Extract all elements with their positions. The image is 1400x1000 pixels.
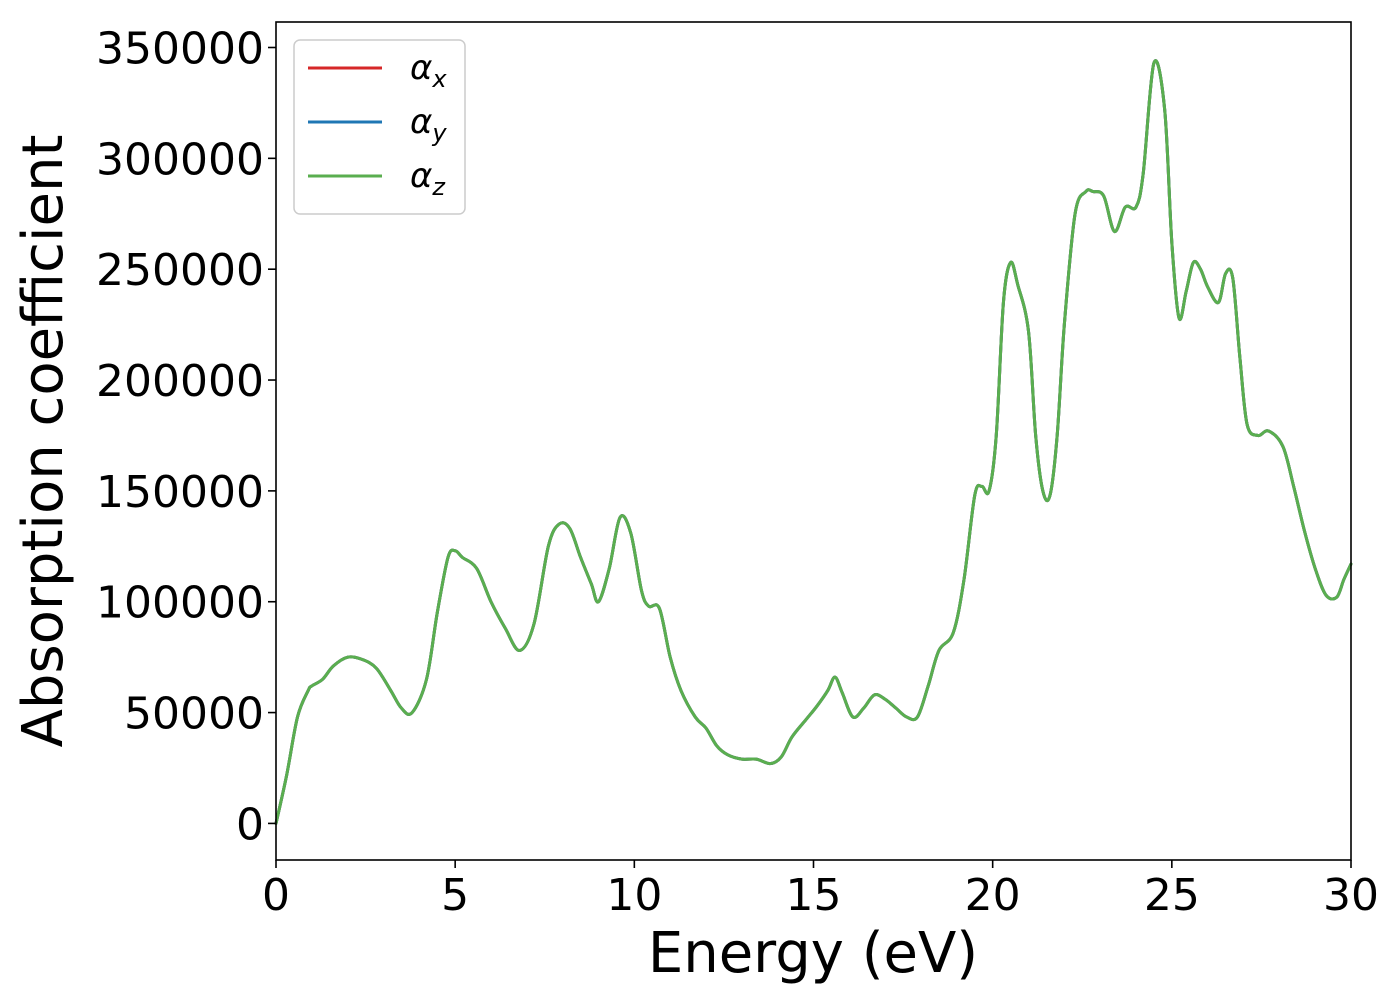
series-layer xyxy=(274,59,1353,825)
y-tick-label: 250000 xyxy=(96,245,264,296)
y-tick-label: 200000 xyxy=(96,356,264,407)
x-tick-label: 25 xyxy=(1144,870,1200,921)
x-tick-label: 5 xyxy=(441,870,469,921)
y-tick-label: 350000 xyxy=(96,23,264,74)
x-tick-label: 10 xyxy=(606,870,662,921)
y-tick-label: 150000 xyxy=(96,467,264,518)
y-tick-label: 50000 xyxy=(124,689,264,740)
y-tick-label: 300000 xyxy=(96,134,264,185)
legend-box xyxy=(293,39,466,215)
x-axis-ticks: 0 5 10 15 20 25 30 xyxy=(262,860,1379,921)
x-tick-label: 30 xyxy=(1323,870,1379,921)
y-tick-label: 0 xyxy=(236,799,264,850)
x-tick-label: 15 xyxy=(786,870,842,921)
y-axis-ticks: 0 50000 100000 150000 200000 250000 300000 3500… xyxy=(96,23,276,850)
series-line-3 xyxy=(274,59,1353,825)
y-tick-label: 100000 xyxy=(96,578,264,629)
x-tick-label: 0 xyxy=(262,870,290,921)
x-axis-title: Energy (eV) xyxy=(648,921,978,986)
y-axis-title: Absorption coefficient xyxy=(11,135,76,748)
x-tick-label: 20 xyxy=(965,870,1021,921)
